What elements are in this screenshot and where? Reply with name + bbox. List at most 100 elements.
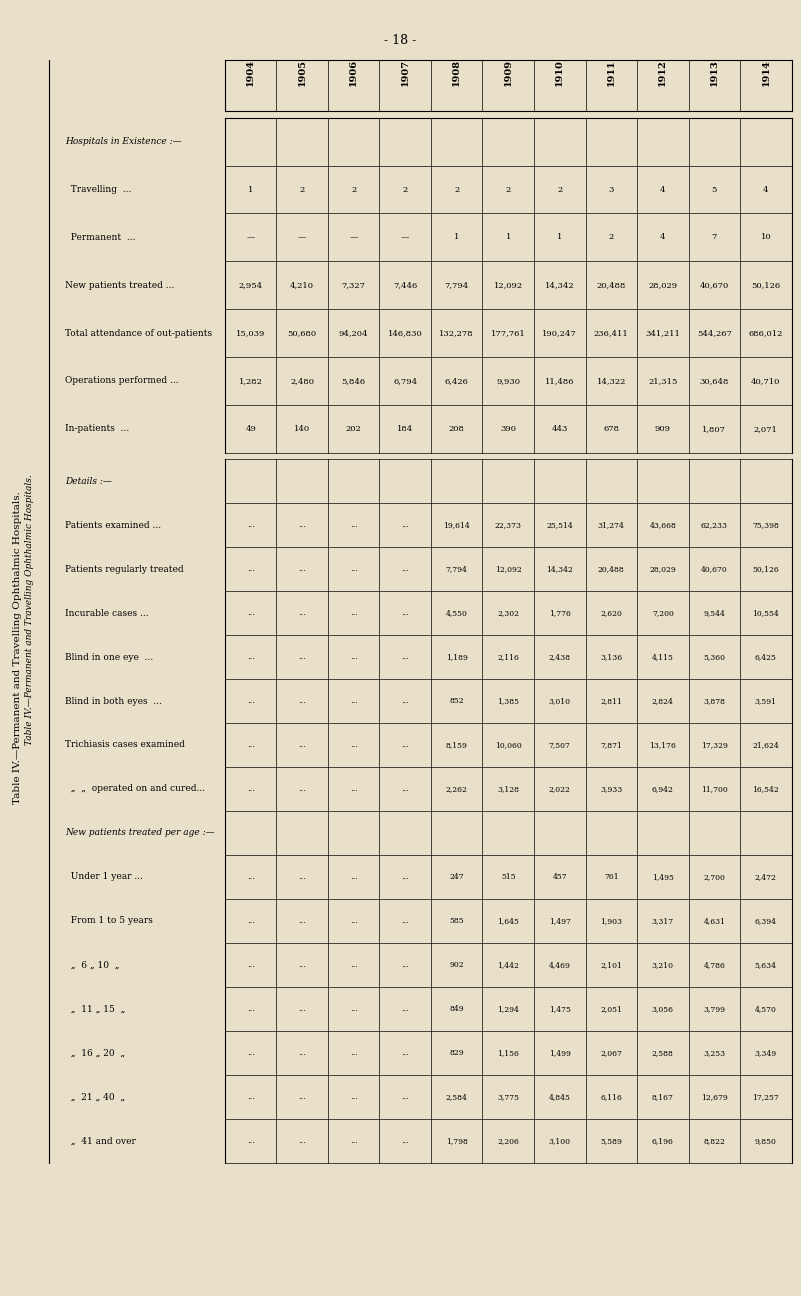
Text: 1905: 1905 xyxy=(298,60,307,86)
Text: 2: 2 xyxy=(403,185,408,193)
Text: 2,262: 2,262 xyxy=(446,785,468,793)
Text: ...: ... xyxy=(247,1137,255,1144)
Text: 5: 5 xyxy=(711,185,717,193)
Text: 28,029: 28,029 xyxy=(650,565,676,573)
Text: 3,210: 3,210 xyxy=(652,960,674,969)
Text: 3,056: 3,056 xyxy=(652,1004,674,1012)
Text: ...: ... xyxy=(298,874,306,881)
Text: ...: ... xyxy=(247,697,255,705)
Text: 1,156: 1,156 xyxy=(497,1048,519,1056)
Text: Blind in both eyes  ...: Blind in both eyes ... xyxy=(65,696,163,705)
Text: 544,267: 544,267 xyxy=(697,329,732,337)
Text: 40,670: 40,670 xyxy=(701,565,728,573)
Text: 7,327: 7,327 xyxy=(342,281,366,289)
Text: 6,116: 6,116 xyxy=(601,1093,622,1100)
Text: 3,933: 3,933 xyxy=(600,785,622,793)
Text: 17,329: 17,329 xyxy=(701,741,728,749)
Text: 1,798: 1,798 xyxy=(446,1137,468,1144)
Text: 1908: 1908 xyxy=(453,60,461,86)
Text: 2,472: 2,472 xyxy=(755,874,777,881)
Text: 3,128: 3,128 xyxy=(497,785,519,793)
Text: ...: ... xyxy=(350,1093,357,1100)
Text: 177,761: 177,761 xyxy=(491,329,525,337)
Text: 4,570: 4,570 xyxy=(755,1004,777,1012)
Text: Total attendance of out-patients: Total attendance of out-patients xyxy=(65,329,212,337)
Text: 94,204: 94,204 xyxy=(339,329,368,337)
Text: 10,060: 10,060 xyxy=(495,741,521,749)
Text: 2,022: 2,022 xyxy=(549,785,571,793)
Text: ...: ... xyxy=(298,1093,306,1100)
Text: 50,126: 50,126 xyxy=(752,565,779,573)
Text: 2: 2 xyxy=(505,185,511,193)
Text: Trichiasis cases examined: Trichiasis cases examined xyxy=(65,740,185,749)
Text: 2: 2 xyxy=(557,185,562,193)
Text: 2,067: 2,067 xyxy=(601,1048,622,1056)
Text: ...: ... xyxy=(247,960,255,969)
Text: 849: 849 xyxy=(449,1004,464,1012)
Text: 7: 7 xyxy=(711,233,717,241)
Text: 15,039: 15,039 xyxy=(236,329,265,337)
Text: 20,488: 20,488 xyxy=(598,565,625,573)
Text: 6,425: 6,425 xyxy=(755,653,777,661)
Text: ...: ... xyxy=(298,1048,306,1056)
Text: 2,480: 2,480 xyxy=(290,377,314,385)
Text: 1,282: 1,282 xyxy=(239,377,263,385)
Text: 11,700: 11,700 xyxy=(701,785,728,793)
Text: 2,071: 2,071 xyxy=(754,425,778,433)
Text: ...: ... xyxy=(298,916,306,925)
Text: 902: 902 xyxy=(449,960,464,969)
Text: 25,514: 25,514 xyxy=(546,521,574,529)
Text: 30,648: 30,648 xyxy=(699,377,729,385)
Text: 5,846: 5,846 xyxy=(342,377,366,385)
Text: 14,342: 14,342 xyxy=(545,281,574,289)
Text: 4: 4 xyxy=(763,185,769,193)
Text: 585: 585 xyxy=(449,916,464,925)
Text: 2,438: 2,438 xyxy=(549,653,571,661)
Text: 4,469: 4,469 xyxy=(549,960,571,969)
Text: 75,398: 75,398 xyxy=(752,521,779,529)
Text: 1906: 1906 xyxy=(349,60,358,86)
Text: 515: 515 xyxy=(501,874,516,881)
Text: ...: ... xyxy=(401,565,409,573)
Text: ...: ... xyxy=(350,565,357,573)
Text: 40,670: 40,670 xyxy=(700,281,729,289)
Text: ...: ... xyxy=(350,697,357,705)
Text: 4,631: 4,631 xyxy=(703,916,726,925)
Text: ...: ... xyxy=(298,960,306,969)
Text: ...: ... xyxy=(401,697,409,705)
Text: 40,710: 40,710 xyxy=(751,377,780,385)
Text: 3,136: 3,136 xyxy=(600,653,622,661)
Text: Details :—: Details :— xyxy=(65,477,112,486)
Text: 6,942: 6,942 xyxy=(652,785,674,793)
Text: 12,092: 12,092 xyxy=(493,281,523,289)
Text: 829: 829 xyxy=(449,1048,464,1056)
Text: 1,499: 1,499 xyxy=(549,1048,571,1056)
Text: 3,591: 3,591 xyxy=(755,697,777,705)
Text: 3,010: 3,010 xyxy=(549,697,571,705)
Text: 13,176: 13,176 xyxy=(650,741,676,749)
Text: 1,294: 1,294 xyxy=(497,1004,519,1012)
Text: 132,278: 132,278 xyxy=(440,329,474,337)
Text: Under 1 year ...: Under 1 year ... xyxy=(65,872,143,881)
Text: Table IV.—Permanent and Travelling Ophthalmic Hospitals.: Table IV.—Permanent and Travelling Ophth… xyxy=(25,474,34,745)
Text: 4: 4 xyxy=(660,233,666,241)
Text: 17,257: 17,257 xyxy=(752,1093,779,1100)
Text: ...: ... xyxy=(298,1137,306,1144)
Text: 19,614: 19,614 xyxy=(444,521,470,529)
Text: 140: 140 xyxy=(294,425,310,433)
Text: ...: ... xyxy=(298,565,306,573)
Text: 7,794: 7,794 xyxy=(445,281,469,289)
Text: 9,544: 9,544 xyxy=(703,609,725,617)
Text: 3: 3 xyxy=(609,185,614,193)
Text: 2,620: 2,620 xyxy=(601,609,622,617)
Text: ...: ... xyxy=(350,1137,357,1144)
Text: Blind in one eye  ...: Blind in one eye ... xyxy=(65,653,154,661)
Text: 1904: 1904 xyxy=(246,60,256,86)
Text: 7,446: 7,446 xyxy=(393,281,417,289)
Text: ...: ... xyxy=(247,565,255,573)
Text: ...: ... xyxy=(401,1048,409,1056)
Text: 3,878: 3,878 xyxy=(703,697,726,705)
Text: 184: 184 xyxy=(397,425,413,433)
Text: 3,775: 3,775 xyxy=(497,1093,519,1100)
Text: Incurable cases ...: Incurable cases ... xyxy=(65,609,149,618)
